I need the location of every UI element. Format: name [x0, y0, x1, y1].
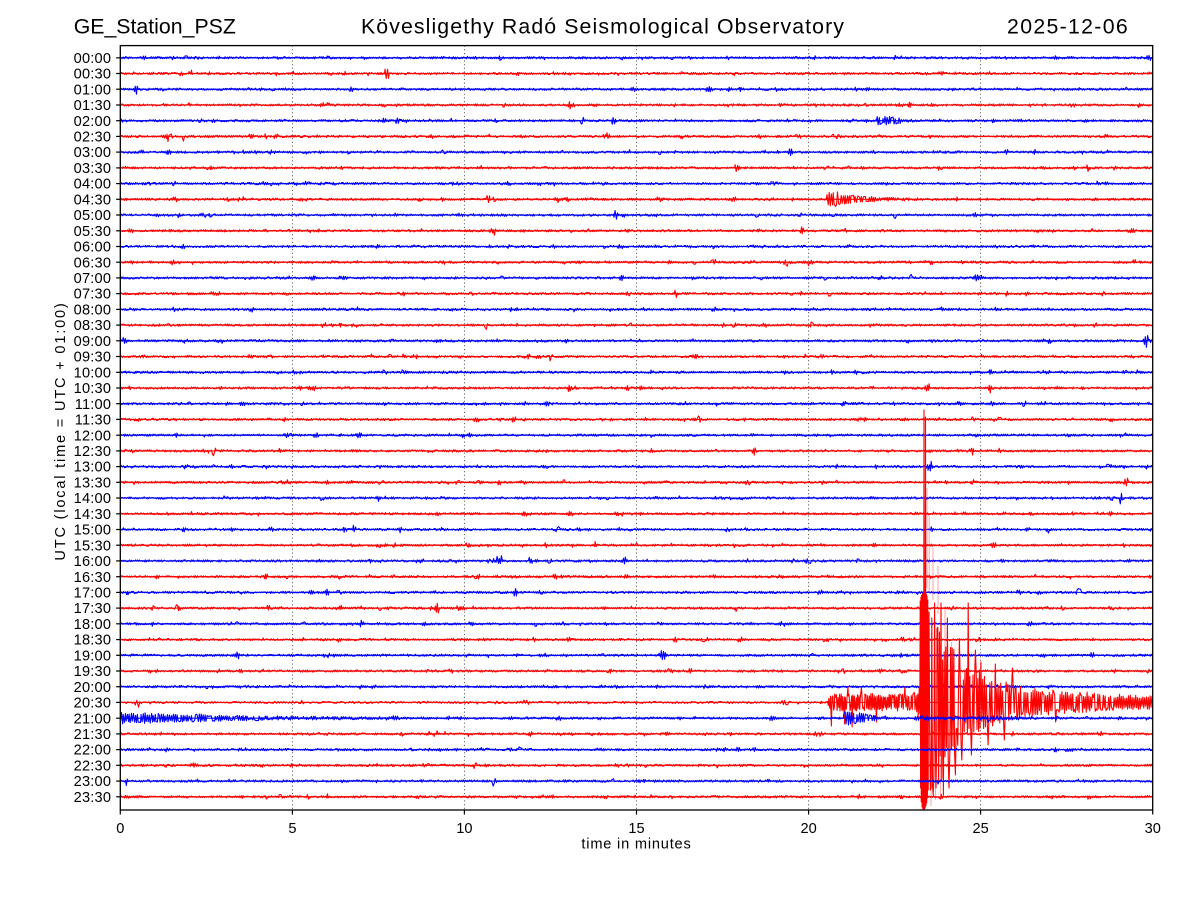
svg-text:23:00: 23:00 [74, 774, 112, 790]
svg-text:12:00: 12:00 [74, 428, 112, 444]
svg-text:11:00: 11:00 [75, 397, 111, 413]
svg-text:15:00: 15:00 [74, 523, 112, 539]
svg-text:05:30: 05:30 [74, 224, 112, 240]
svg-text:10:00: 10:00 [74, 365, 112, 381]
svg-text:07:00: 07:00 [74, 271, 112, 287]
svg-text:01:00: 01:00 [74, 82, 112, 98]
svg-text:20:30: 20:30 [74, 696, 112, 712]
svg-text:04:30: 04:30 [74, 192, 112, 208]
svg-text:05:00: 05:00 [74, 208, 112, 224]
svg-text:13:00: 13:00 [74, 460, 112, 476]
svg-text:2025-12-06: 2025-12-06 [1007, 15, 1129, 39]
svg-text:0: 0 [116, 821, 124, 837]
svg-text:08:30: 08:30 [74, 318, 112, 334]
svg-text:19:00: 19:00 [74, 648, 112, 664]
svg-text:15: 15 [628, 821, 644, 837]
svg-text:18:00: 18:00 [74, 617, 112, 633]
svg-text:30: 30 [1145, 821, 1161, 837]
svg-text:10: 10 [456, 821, 472, 837]
svg-text:23:30: 23:30 [74, 790, 112, 806]
svg-text:00:30: 00:30 [74, 67, 112, 83]
svg-text:00:00: 00:00 [74, 51, 112, 67]
svg-text:11:30: 11:30 [75, 413, 111, 429]
svg-text:20:00: 20:00 [74, 680, 112, 696]
svg-text:21:30: 21:30 [74, 727, 112, 743]
svg-text:01:30: 01:30 [74, 98, 112, 114]
svg-text:02:00: 02:00 [74, 114, 112, 130]
svg-text:13:30: 13:30 [74, 475, 112, 491]
svg-text:02:30: 02:30 [74, 130, 112, 146]
svg-text:16:00: 16:00 [74, 554, 112, 570]
svg-text:UTC (local time = UTC + 01:00): UTC (local time = UTC + 01:00) [53, 301, 69, 560]
svg-text:20: 20 [800, 821, 816, 837]
svg-text:12:30: 12:30 [74, 444, 112, 460]
svg-text:17:30: 17:30 [74, 601, 112, 617]
svg-text:21:00: 21:00 [74, 711, 112, 727]
svg-text:09:00: 09:00 [74, 334, 112, 350]
svg-text:03:00: 03:00 [74, 145, 112, 161]
svg-text:17:00: 17:00 [74, 586, 112, 602]
svg-text:25: 25 [972, 821, 988, 837]
svg-text:Kövesligethy Radó Seismologica: Kövesligethy Radó Seismological Observat… [361, 15, 845, 39]
svg-text:03:30: 03:30 [74, 161, 112, 177]
svg-text:19:30: 19:30 [74, 664, 112, 680]
svg-text:5: 5 [288, 821, 296, 837]
svg-text:14:00: 14:00 [74, 491, 112, 507]
svg-text:07:30: 07:30 [74, 287, 112, 303]
svg-text:09:30: 09:30 [74, 350, 112, 366]
svg-text:time in minutes: time in minutes [581, 837, 691, 853]
svg-text:06:00: 06:00 [74, 240, 112, 256]
svg-text:04:00: 04:00 [74, 177, 112, 193]
svg-text:14:30: 14:30 [74, 507, 112, 523]
svg-text:08:00: 08:00 [74, 303, 112, 319]
svg-text:GE_Station_PSZ: GE_Station_PSZ [74, 15, 236, 39]
svg-text:15:30: 15:30 [74, 538, 112, 554]
svg-text:10:30: 10:30 [74, 381, 112, 397]
svg-text:22:30: 22:30 [74, 758, 112, 774]
svg-text:18:30: 18:30 [74, 633, 112, 649]
svg-text:16:30: 16:30 [74, 570, 112, 586]
svg-text:22:00: 22:00 [74, 743, 112, 759]
svg-text:06:30: 06:30 [74, 255, 112, 271]
